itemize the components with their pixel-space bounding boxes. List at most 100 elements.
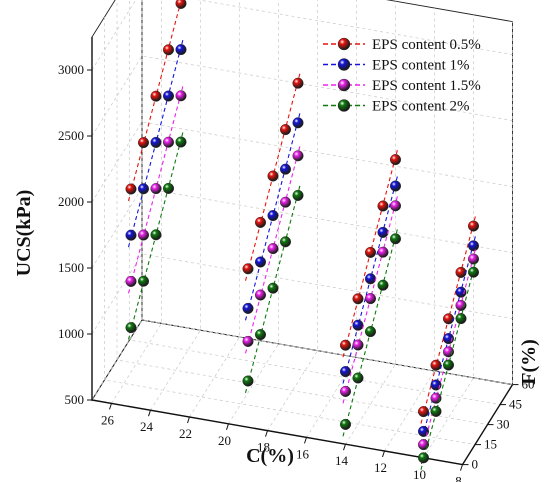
data-point xyxy=(468,240,480,252)
data-point xyxy=(162,90,174,102)
data-point xyxy=(175,90,187,102)
data-point xyxy=(443,313,455,325)
legend-marker xyxy=(337,99,351,112)
grid-line-c xyxy=(189,0,240,418)
y-tick-label: 2000 xyxy=(58,194,84,209)
z-tick-label: 0 xyxy=(472,457,479,472)
data-point xyxy=(340,366,352,378)
data-point xyxy=(377,226,389,238)
data-point xyxy=(175,136,187,148)
data-point xyxy=(292,117,304,129)
z-tick-label: 30 xyxy=(497,417,510,432)
data-point xyxy=(292,150,304,162)
x-tick-label: 14 xyxy=(335,453,349,468)
data-point xyxy=(418,452,430,464)
data-point xyxy=(162,136,174,148)
data-point xyxy=(468,253,480,265)
x-tick-label: 8 xyxy=(455,474,462,482)
grid-line-ucs xyxy=(91,55,513,137)
grid-line-c xyxy=(228,0,279,424)
x-tick-label: 26 xyxy=(101,412,115,427)
data-point xyxy=(267,170,279,182)
data-point xyxy=(292,77,304,89)
y-tick-label: 500 xyxy=(65,392,85,407)
data-point xyxy=(455,313,467,325)
data-point xyxy=(292,189,304,201)
data-point xyxy=(340,385,352,397)
data-point xyxy=(468,220,480,232)
y-tick-label: 2500 xyxy=(58,128,84,143)
data-point xyxy=(242,302,254,314)
data-point xyxy=(254,216,266,228)
data-series xyxy=(125,0,480,470)
data-point xyxy=(365,273,377,285)
data-point xyxy=(254,289,266,301)
data-point xyxy=(175,0,187,9)
x-tick-mark xyxy=(265,430,268,437)
data-point xyxy=(430,359,442,371)
grid-line-f xyxy=(116,0,488,425)
z-tick-label: 45 xyxy=(509,397,522,412)
grid-lines xyxy=(91,0,513,465)
y-tick-label: 1000 xyxy=(58,326,84,341)
data-point xyxy=(137,229,149,241)
data-point xyxy=(352,319,364,331)
data-point xyxy=(390,154,402,166)
x-tick-mark xyxy=(382,450,385,458)
y-tick-label: 1500 xyxy=(58,260,84,275)
data-point xyxy=(377,246,389,258)
grid-line-c xyxy=(306,0,357,438)
data-point xyxy=(125,322,137,334)
grid-line-c xyxy=(384,8,435,452)
x-tick-mark xyxy=(148,410,151,417)
data-point xyxy=(242,375,254,387)
x-tick-mark xyxy=(460,464,463,471)
x-tick-mark xyxy=(304,437,307,444)
y-axis-title: UCS(kPa) xyxy=(13,190,35,277)
data-point xyxy=(137,275,149,287)
legend-label: EPS content 2% xyxy=(372,99,470,115)
data-point xyxy=(280,196,292,208)
data-point xyxy=(430,405,442,417)
x-axis-line xyxy=(91,399,463,466)
data-point xyxy=(390,200,402,212)
x-tick-label: 12 xyxy=(374,460,387,475)
z-tick-label: 60 xyxy=(522,377,535,392)
grid-line-ucs xyxy=(91,253,513,335)
data-point xyxy=(254,329,266,341)
data-point xyxy=(377,279,389,291)
x-tick-mark xyxy=(343,444,346,451)
legend-label: EPS content 1.5% xyxy=(372,78,481,94)
data-point xyxy=(150,183,162,195)
legend-label: EPS content 1% xyxy=(372,58,470,74)
data-point xyxy=(390,233,402,245)
grid-line-c xyxy=(111,0,162,404)
grid-line-c xyxy=(423,14,474,458)
data-point xyxy=(280,124,292,136)
tick-labels: 500 1000 1500 2000 2500 3000 26 24 22 20 18 16 14 12 1… xyxy=(58,62,535,482)
axis-titles: UCS(kPa) C(%) F(%) xyxy=(13,190,540,467)
x-tick-mark xyxy=(187,416,190,424)
data-point xyxy=(162,182,174,194)
x-tick-label: 18 xyxy=(257,440,270,455)
data-point xyxy=(175,44,187,56)
z-axis-title: F(%) xyxy=(518,339,540,385)
grid-line-c xyxy=(150,0,201,411)
grid-line-ucs xyxy=(91,187,513,269)
data-point xyxy=(443,359,455,371)
data-point xyxy=(468,266,480,278)
legend-marker xyxy=(337,37,351,51)
data-point xyxy=(242,263,254,275)
data-point xyxy=(365,246,377,258)
x-tick-label: 10 xyxy=(413,467,426,482)
data-point xyxy=(455,266,467,278)
data-point xyxy=(455,299,467,311)
legend-label: EPS content 0.5% xyxy=(372,37,481,53)
grid-line-ucs xyxy=(91,319,513,401)
data-point xyxy=(418,425,430,437)
data-point xyxy=(150,136,162,148)
data-point xyxy=(365,293,377,305)
y-tick-label: 3000 xyxy=(58,62,84,77)
grid-line-f xyxy=(104,17,476,445)
